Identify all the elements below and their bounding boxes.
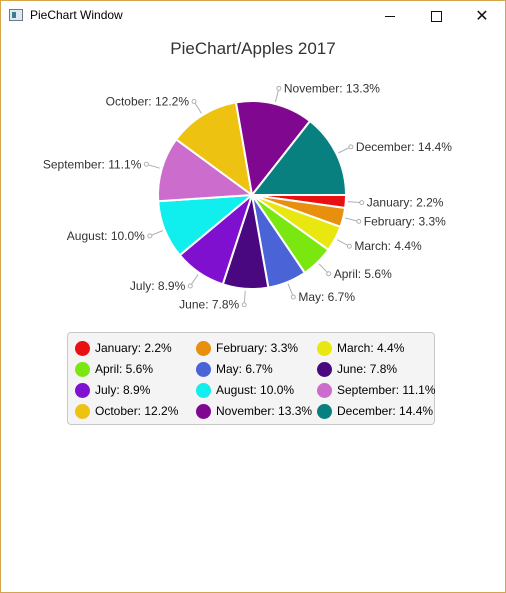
maximize-button[interactable] — [413, 1, 459, 31]
minimize-icon — [385, 15, 395, 17]
legend-swatch — [75, 382, 90, 398]
label-leader-dot — [191, 99, 197, 105]
legend-swatch — [196, 340, 211, 356]
legend-label: May: 6.7% — [216, 362, 273, 376]
label-leader-dot — [356, 218, 362, 224]
legend-item-december: December: 14.4% — [317, 402, 433, 420]
legend-item-may: May: 6.7% — [196, 360, 273, 378]
slice-label-september: September: 11.1% — [43, 157, 142, 171]
label-leader-dot — [290, 294, 296, 300]
slice-label-june: June: 7.8% — [179, 298, 239, 312]
legend-label: June: 7.8% — [337, 362, 398, 376]
legend-item-november: November: 13.3% — [196, 402, 312, 420]
chart-legend: January: 2.2% February: 3.3% March: 4.4% Ap… — [67, 332, 436, 425]
legend-item-january: January: 2.2% — [75, 339, 172, 357]
legend-label: November: 13.3% — [216, 404, 313, 418]
pie-slice-december[interactable] — [249, 119, 348, 196]
legend-swatch — [196, 361, 211, 377]
legend-item-april: April: 5.6% — [75, 360, 153, 378]
label-leader-dot — [241, 302, 247, 308]
pie-slice-november[interactable] — [234, 100, 312, 198]
close-icon: ✕ — [475, 6, 489, 25]
legend-swatch — [196, 403, 211, 419]
legend-label: April: 5.6% — [95, 362, 154, 376]
legend-swatch — [75, 403, 90, 419]
legend-label: February: 3.3% — [216, 341, 299, 355]
legend-label: October: 12.2% — [95, 404, 179, 418]
slice-label-december: December: 14.4% — [356, 140, 452, 154]
label-leader-dot — [143, 161, 149, 167]
legend-item-september: September: 11.1% — [317, 381, 436, 399]
legend-swatch — [317, 340, 332, 356]
title-bar[interactable]: PieChart Window ✕ — [1, 1, 505, 31]
pie-slice-september[interactable] — [157, 138, 255, 203]
window-title: PieChart Window — [30, 8, 123, 22]
legend-label: March: 4.4% — [337, 341, 405, 355]
label-leader-dot — [359, 200, 365, 206]
pie-slice-october[interactable] — [174, 101, 254, 198]
chart-title: PieChart/Apples 2017 — [170, 39, 336, 58]
label-leader-dot — [187, 283, 193, 289]
legend-item-august: August: 10.0% — [196, 381, 294, 399]
slice-label-august: August: 10.0% — [67, 229, 145, 243]
slice-label-april: April: 5.6% — [334, 267, 392, 281]
close-button[interactable]: ✕ — [459, 1, 505, 31]
legend-label: August: 10.0% — [216, 383, 295, 397]
label-leader-dot — [326, 271, 332, 277]
legend-item-march: March: 4.4% — [317, 339, 404, 357]
legend-swatch — [317, 403, 332, 419]
legend-item-july: July: 8.9% — [75, 381, 150, 399]
label-leader-dot — [348, 144, 354, 150]
legend-swatch — [317, 382, 332, 398]
label-leader-dot — [147, 233, 153, 239]
legend-item-june: June: 7.8% — [317, 360, 397, 378]
slice-label-may: May: 6.7% — [298, 290, 355, 304]
maximize-icon — [430, 10, 442, 22]
pie-chart: January: 2.2% February: 3.3% March: 4.4% Ap… — [43, 81, 452, 312]
legend-item-february: February: 3.3% — [196, 339, 298, 357]
slice-label-november: November: 13.3% — [284, 81, 380, 95]
label-leader-dot — [276, 85, 282, 91]
slice-label-february: February: 3.3% — [364, 214, 446, 228]
legend-label: July: 8.9% — [95, 383, 151, 397]
legend-label: September: 11.1% — [337, 383, 436, 397]
legend-swatch — [75, 361, 90, 377]
label-leader-dot — [346, 243, 352, 249]
legend-swatch — [196, 382, 211, 398]
legend-swatch — [75, 340, 90, 356]
legend-item-october: October: 12.2% — [75, 402, 178, 420]
legend-swatch — [317, 361, 332, 377]
legend-label: January: 2.2% — [95, 341, 172, 355]
legend-label: December: 14.4% — [337, 404, 434, 418]
slice-label-january: January: 2.2% — [367, 196, 444, 210]
slice-label-march: March: 4.4% — [354, 239, 422, 253]
minimize-button[interactable] — [367, 1, 413, 31]
app-icon — [9, 9, 23, 21]
slice-label-october: October: 12.2% — [106, 95, 190, 109]
slice-label-july: July: 8.9% — [130, 279, 186, 293]
